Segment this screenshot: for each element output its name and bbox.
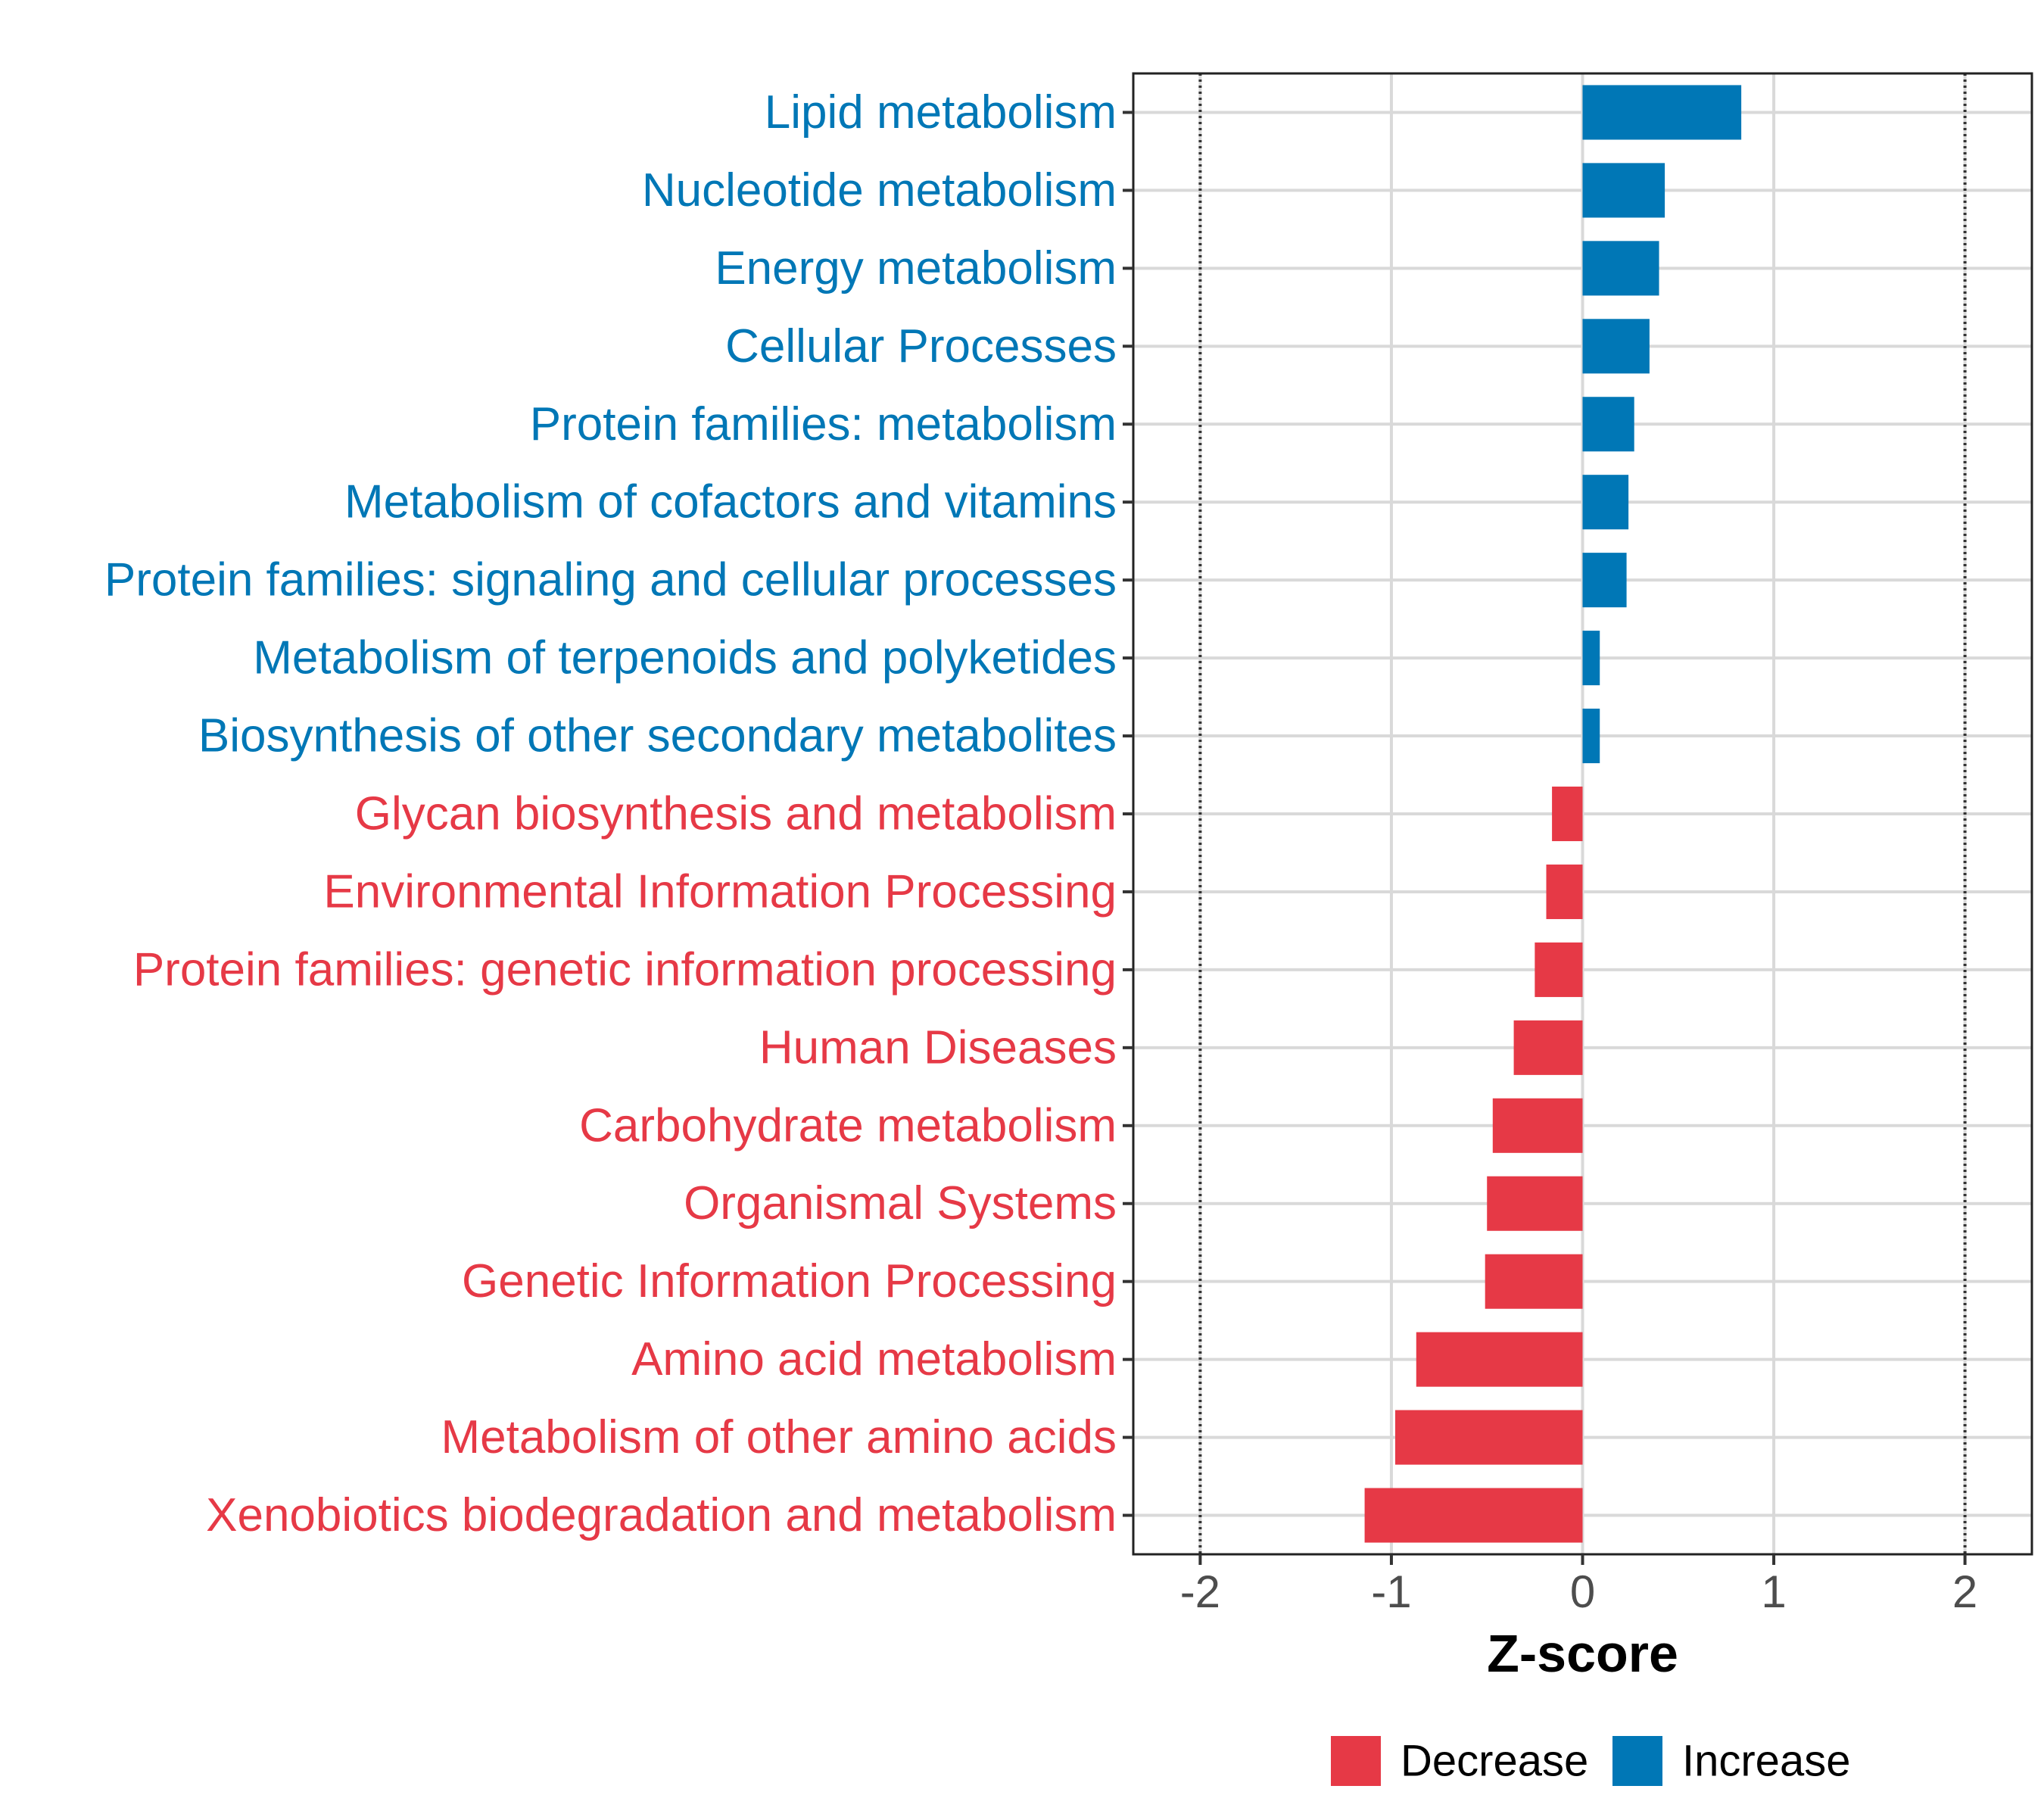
x-tick-label: -2 xyxy=(1180,1566,1220,1617)
x-axis: -2 -1 0 1 2 xyxy=(1180,1554,1977,1617)
legend: Decrease Increase xyxy=(1331,1736,1850,1786)
legend-swatch-decrease xyxy=(1331,1736,1381,1786)
category-label: Amino acid metabolism xyxy=(631,1333,1117,1385)
bar xyxy=(1582,475,1629,530)
x-tick-label: 2 xyxy=(1952,1566,1977,1617)
bar xyxy=(1546,864,1583,919)
x-tick-label: 1 xyxy=(1761,1566,1786,1617)
category-label: Xenobiotics biodegradation and metabolis… xyxy=(206,1489,1117,1541)
legend-label-decrease: Decrease xyxy=(1401,1737,1588,1786)
bar xyxy=(1582,163,1665,218)
bar xyxy=(1582,85,1742,140)
bar xyxy=(1582,709,1600,764)
category-label: Environmental Information Processing xyxy=(323,865,1117,918)
category-label: Lipid metabolism xyxy=(765,86,1117,139)
category-label: Organismal Systems xyxy=(684,1177,1117,1230)
category-label: Metabolism of terpenoids and polyketides xyxy=(253,632,1117,684)
bar xyxy=(1552,786,1583,842)
category-label: Biosynthesis of other secondary metaboli… xyxy=(198,710,1117,762)
x-tick-label: 0 xyxy=(1570,1566,1595,1617)
bar xyxy=(1513,1020,1583,1075)
category-label: Nucleotide metabolism xyxy=(642,164,1117,217)
bar xyxy=(1394,1410,1583,1465)
bar xyxy=(1416,1332,1583,1387)
bar xyxy=(1582,397,1634,452)
x-tick-label: -1 xyxy=(1371,1566,1411,1617)
bar xyxy=(1582,319,1650,374)
bar xyxy=(1582,241,1659,296)
bar xyxy=(1364,1488,1583,1543)
bars-layer xyxy=(1198,73,1967,1554)
legend-label-increase: Increase xyxy=(1682,1737,1850,1786)
category-label: Protein families: metabolism xyxy=(530,398,1117,450)
category-label: Glycan biosynthesis and metabolism xyxy=(355,788,1117,840)
category-label: Energy metabolism xyxy=(715,242,1117,295)
category-label: Metabolism of cofactors and vitamins xyxy=(344,476,1117,528)
category-label: Metabolism of other amino acids xyxy=(441,1411,1117,1463)
category-label: Cellular Processes xyxy=(725,320,1117,372)
legend-swatch-increase xyxy=(1612,1736,1662,1786)
category-label: Carbohydrate metabolism xyxy=(579,1099,1117,1152)
bar xyxy=(1535,942,1583,997)
bar xyxy=(1487,1176,1583,1231)
bar xyxy=(1582,553,1627,608)
bar xyxy=(1582,631,1600,686)
y-axis: Lipid metabolism Nucleotide metabolism Ene… xyxy=(104,86,1133,1541)
category-label: Genetic Information Processing xyxy=(462,1255,1117,1307)
category-label: Human Diseases xyxy=(759,1021,1117,1074)
bar xyxy=(1492,1098,1583,1153)
category-label: Protein families: signaling and cellular… xyxy=(104,554,1117,606)
x-axis-title: Z-score xyxy=(1487,1624,1678,1683)
bar xyxy=(1485,1254,1583,1309)
category-label: Protein families: genetic information pr… xyxy=(133,943,1117,996)
